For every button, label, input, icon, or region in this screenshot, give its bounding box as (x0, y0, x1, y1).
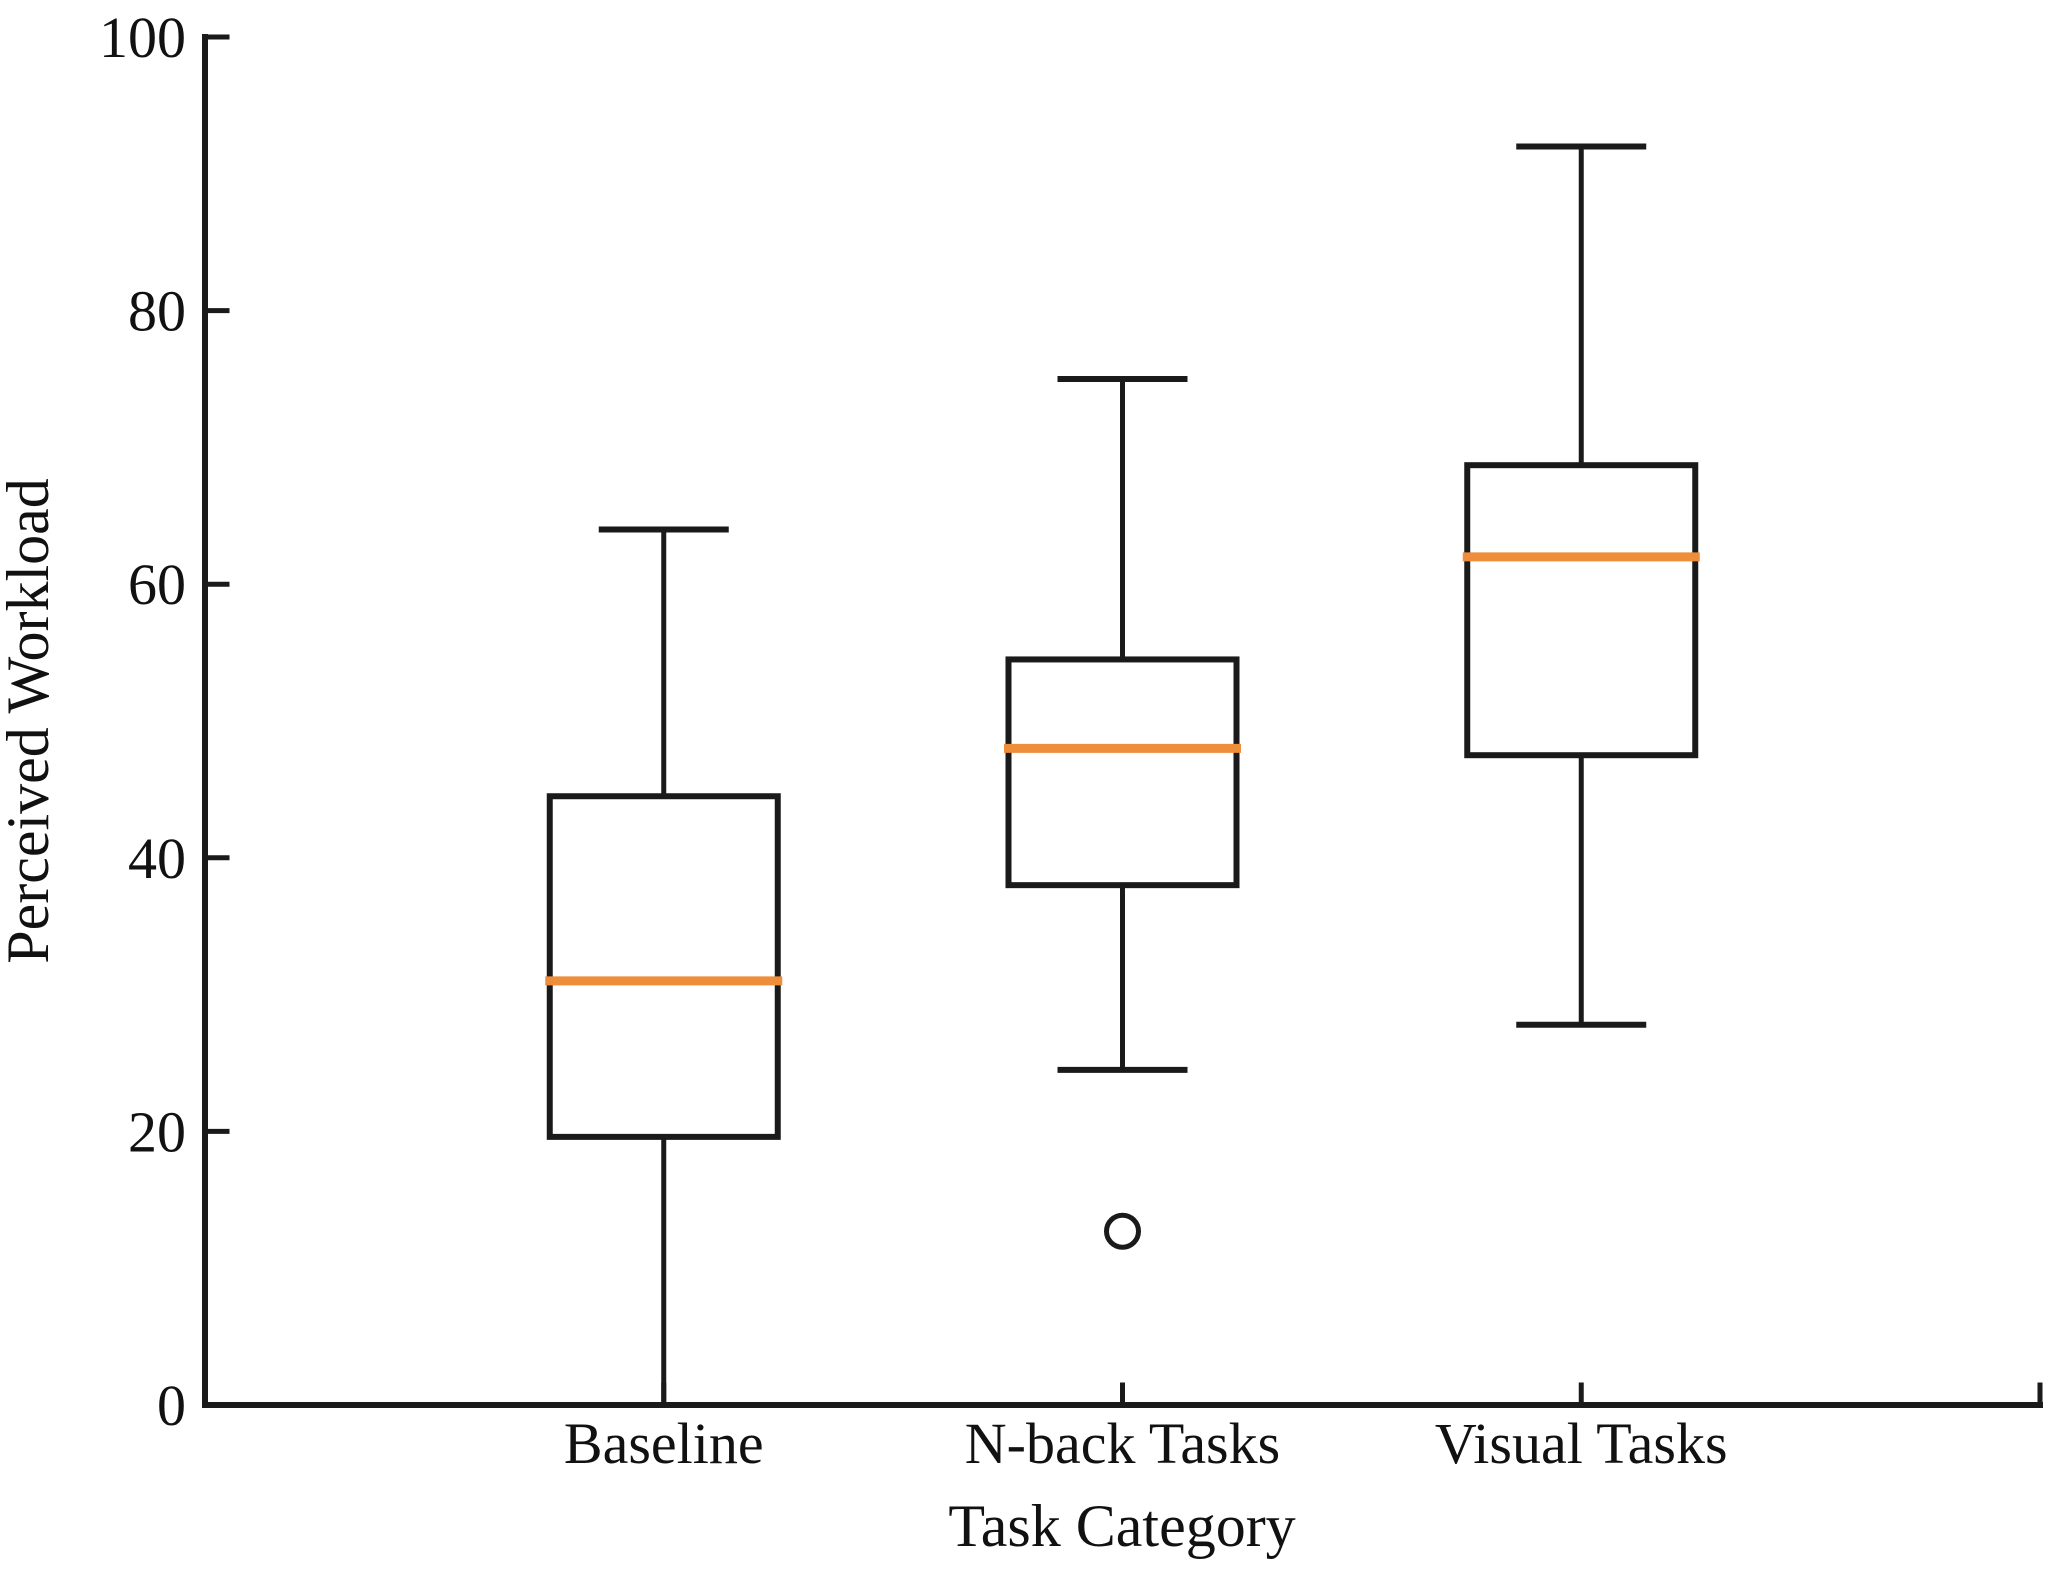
box-baseline (546, 793, 781, 1140)
x-tick-label-baseline: Baseline (564, 1411, 764, 1476)
y-axis-title: Perceived Workload (0, 478, 61, 964)
outlier-n-back-tasks-0 (1104, 1212, 1141, 1250)
box-n-back-tasks (1005, 656, 1240, 889)
y-tick-label-0: 0 (157, 1373, 186, 1438)
y-tick-label-60: 60 (128, 552, 186, 617)
y-tick-label-80: 80 (128, 279, 186, 344)
box-visual-tasks (1464, 462, 1699, 759)
x-tick-label-visual-tasks: Visual Tasks (1435, 1411, 1728, 1476)
x-tick-label-n-back-tasks: N-back Tasks (965, 1411, 1280, 1476)
x-axis-title: Task Category (948, 1493, 1295, 1559)
y-tick-label-100: 100 (99, 5, 186, 70)
y-tick-label-20: 20 (128, 1099, 186, 1164)
y-tick-label-40: 40 (128, 826, 186, 891)
